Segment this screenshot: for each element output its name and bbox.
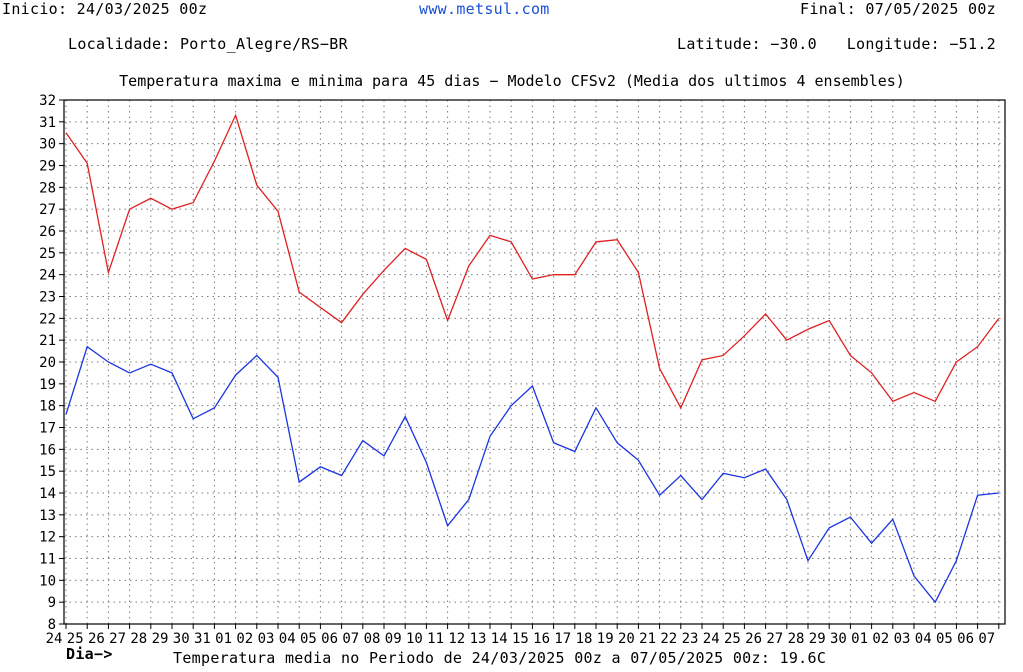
x-tick-label: 31 <box>194 631 211 647</box>
location-label: Localidade: Porto_Alegre/RS−BR <box>68 35 348 53</box>
y-axis: 8 9 10 11 12 13 14 15 16 17 18 19 20 21 22 23 24 25 26 27 28… <box>39 93 64 633</box>
x-tick-label: 25 <box>724 631 741 647</box>
y-tick-label: 22 <box>39 311 56 327</box>
website-link[interactable]: www.metsul.com <box>419 0 550 18</box>
x-tick-label: 05 <box>300 631 317 647</box>
y-tick-label: 9 <box>48 595 56 611</box>
x-tick-label: 07 <box>342 631 359 647</box>
plot-frame <box>63 99 1006 625</box>
x-tick-label: 26 <box>745 631 762 647</box>
x-axis-label: Dia−> <box>66 645 113 663</box>
y-tick-label: 28 <box>39 180 56 196</box>
start-date-label: Inicio: 24/03/2025 00z <box>2 0 208 18</box>
series-max-line <box>65 113 1000 410</box>
y-tick-label: 15 <box>39 464 56 480</box>
x-tick-label: 26 <box>88 631 105 647</box>
x-tick-label: 11 <box>427 631 444 647</box>
x-tick-label: 10 <box>406 631 423 647</box>
y-tick-label: 23 <box>39 290 56 306</box>
x-tick-label: 30 <box>173 631 190 647</box>
end-date-label: Final: 07/05/2025 00z <box>800 0 996 18</box>
x-tick-label: 28 <box>788 631 805 647</box>
x-tick-label: 06 <box>957 631 974 647</box>
x-tick-label: 24 <box>46 631 63 647</box>
y-tick-label: 20 <box>39 355 56 371</box>
x-tick-label: 17 <box>554 631 571 647</box>
x-tick-label: 30 <box>830 631 847 647</box>
x-tick-label: 27 <box>109 631 126 647</box>
y-tick-label: 29 <box>39 159 56 175</box>
x-tick-label: 21 <box>639 631 656 647</box>
y-tick-label: 8 <box>48 617 56 633</box>
y-tick-label: 24 <box>39 268 56 284</box>
y-tick-label: 27 <box>39 202 56 218</box>
y-tick-label: 26 <box>39 224 56 240</box>
x-tick-label: 01 <box>851 631 868 647</box>
x-tick-label: 23 <box>682 631 699 647</box>
x-tick-label: 02 <box>236 631 253 647</box>
x-tick-label: 04 <box>915 631 932 647</box>
x-tick-label: 03 <box>258 631 275 647</box>
y-tick-label: 19 <box>39 377 56 393</box>
chart-title: Temperatura maxima e minima para 45 dias… <box>119 72 905 90</box>
x-tick-label: 13 <box>470 631 487 647</box>
latitude-label: Latitude: −30.0 <box>677 35 817 53</box>
x-tick-label: 06 <box>321 631 338 647</box>
x-tick-label: 15 <box>512 631 529 647</box>
series-lines <box>65 113 1000 604</box>
y-tick-label: 31 <box>39 115 56 131</box>
y-tick-label: 11 <box>39 552 56 568</box>
x-tick-label: 22 <box>660 631 677 647</box>
y-tick-label: 18 <box>39 399 56 415</box>
y-tick-label: 21 <box>39 333 56 349</box>
x-tick-label: 02 <box>872 631 889 647</box>
y-tick-label: 32 <box>39 93 56 109</box>
x-axis: 24 25 26 27 28 29 30 31 01 02 03 04 05 06 07 08 09 10 11 12… <box>46 624 1000 647</box>
x-tick-label: 12 <box>448 631 465 647</box>
period-mean-label: Temperatura media no Periodo de 24/03/20… <box>173 649 827 667</box>
series-min-line <box>65 345 999 604</box>
x-tick-label: 19 <box>597 631 614 647</box>
longitude-label: Longitude: −51.2 <box>846 35 996 53</box>
y-tick-label: 14 <box>39 486 56 502</box>
x-tick-label: 24 <box>703 631 720 647</box>
x-tick-label: 18 <box>576 631 593 647</box>
x-tick-label: 16 <box>533 631 550 647</box>
y-tick-label: 10 <box>39 573 56 589</box>
y-tick-label: 13 <box>39 508 56 524</box>
y-tick-label: 25 <box>39 246 56 262</box>
y-tick-label: 12 <box>39 530 56 546</box>
x-tick-label: 08 <box>364 631 381 647</box>
x-tick-label: 28 <box>130 631 147 647</box>
x-tick-label: 14 <box>491 631 508 647</box>
x-tick-label: 29 <box>809 631 826 647</box>
x-tick-label: 03 <box>894 631 911 647</box>
x-tick-label: 29 <box>152 631 169 647</box>
x-tick-label: 20 <box>618 631 635 647</box>
x-tick-label: 25 <box>67 631 84 647</box>
y-tick-label: 17 <box>39 421 56 437</box>
x-tick-label: 27 <box>766 631 783 647</box>
x-tick-label: 07 <box>978 631 995 647</box>
y-tick-label: 16 <box>39 442 56 458</box>
x-tick-label: 04 <box>279 631 296 647</box>
x-tick-label: 09 <box>385 631 402 647</box>
x-tick-label: 05 <box>936 631 953 647</box>
y-tick-label: 30 <box>39 137 56 153</box>
x-tick-label: 01 <box>215 631 232 647</box>
